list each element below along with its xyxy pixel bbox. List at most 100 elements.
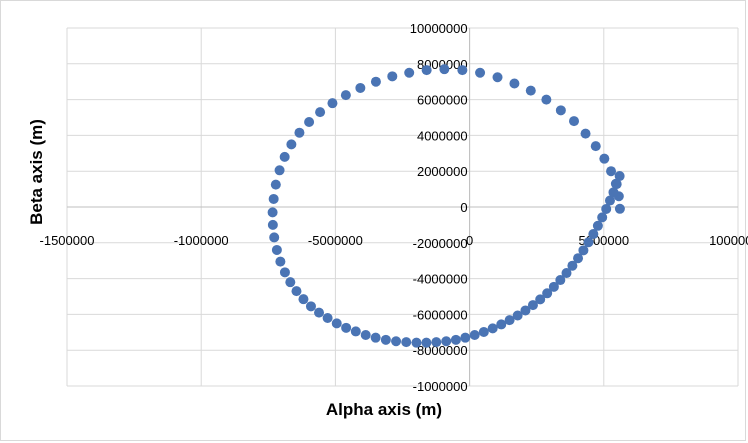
data-point xyxy=(599,153,610,164)
data-point xyxy=(340,90,351,101)
data-point xyxy=(542,288,553,299)
data-point xyxy=(411,337,422,348)
data-point xyxy=(567,260,578,271)
data-point xyxy=(492,72,503,83)
data-point xyxy=(271,244,282,255)
y-tick-label: 2000000 xyxy=(417,164,468,179)
data-point xyxy=(421,337,432,348)
data-point xyxy=(291,286,302,297)
data-point xyxy=(401,337,412,348)
data-point xyxy=(267,219,278,230)
data-point xyxy=(370,76,381,87)
y-axis-title: Beta axis (m) xyxy=(27,119,46,225)
data-point xyxy=(504,315,515,326)
data-point xyxy=(404,67,415,78)
data-point xyxy=(315,107,326,118)
data-point xyxy=(475,67,486,78)
data-point xyxy=(341,322,352,333)
data-point xyxy=(360,329,371,340)
data-point xyxy=(469,329,480,340)
data-point xyxy=(391,336,402,347)
data-point xyxy=(509,78,520,89)
y-tick-label: -1000000 xyxy=(413,379,468,394)
x-tick-label: -5000000 xyxy=(308,233,363,248)
data-point xyxy=(608,187,619,198)
data-point xyxy=(380,334,391,345)
data-point xyxy=(614,203,625,214)
data-point xyxy=(268,193,279,204)
data-point xyxy=(561,268,572,279)
data-point xyxy=(305,301,316,312)
x-tick-labels: -1500000-1000000-50000000500000010000000 xyxy=(40,233,748,248)
y-tick-label: -6000000 xyxy=(413,307,468,322)
y-tick-label: 10000000 xyxy=(410,21,468,36)
data-point xyxy=(457,65,468,76)
data-point xyxy=(606,166,617,177)
data-point xyxy=(275,256,286,267)
data-point xyxy=(588,229,599,240)
data-point xyxy=(535,294,546,305)
data-point xyxy=(527,300,538,311)
x-tick-label: -1000000 xyxy=(174,233,229,248)
data-point xyxy=(601,203,612,214)
data-point xyxy=(573,253,584,264)
axes xyxy=(67,28,738,386)
x-tick-label: -1500000 xyxy=(40,233,95,248)
data-point xyxy=(322,312,333,323)
x-tick-label: 10000000 xyxy=(709,233,748,248)
data-point xyxy=(269,232,280,243)
data-point xyxy=(541,94,552,105)
data-point xyxy=(441,336,452,347)
data-point xyxy=(279,267,290,278)
data-point xyxy=(298,294,309,305)
data-point xyxy=(496,319,507,330)
data-point xyxy=(314,307,325,318)
data-point xyxy=(548,281,559,292)
data-point xyxy=(487,323,498,334)
data-point xyxy=(355,82,366,93)
y-tick-label: -8000000 xyxy=(413,343,468,358)
data-point xyxy=(279,151,290,162)
data-point xyxy=(525,85,536,96)
y-tick-labels: -1000000 -8000000 -6000000 -4000000 -2000000… xyxy=(410,21,468,394)
data-point xyxy=(304,116,315,127)
data-point xyxy=(387,71,398,82)
y-tick-label: -2000000 xyxy=(413,236,468,251)
data-point xyxy=(614,171,625,182)
y-tick-label: 0 xyxy=(460,200,467,215)
data-point xyxy=(286,139,297,150)
y-tick-label: 4000000 xyxy=(417,128,468,143)
data-points xyxy=(267,64,625,348)
data-point xyxy=(370,332,381,343)
data-point xyxy=(460,332,471,343)
data-point xyxy=(580,128,591,139)
data-point xyxy=(512,310,523,321)
data-point xyxy=(331,318,342,329)
data-point xyxy=(274,165,285,176)
data-point xyxy=(578,245,589,256)
x-axis-title: Alpha axis (m) xyxy=(326,400,442,419)
data-point xyxy=(267,207,278,218)
data-point xyxy=(421,65,432,76)
data-point xyxy=(604,195,615,206)
data-point xyxy=(611,179,622,190)
data-point xyxy=(327,98,338,109)
data-point xyxy=(520,305,531,316)
data-point xyxy=(478,326,489,337)
data-point xyxy=(597,212,608,223)
y-tick-label: 6000000 xyxy=(417,93,468,108)
data-point xyxy=(450,334,461,345)
data-point xyxy=(439,64,450,75)
data-point xyxy=(285,277,296,288)
data-point xyxy=(569,116,580,127)
data-point xyxy=(294,127,305,138)
y-tick-label: -4000000 xyxy=(413,272,468,287)
data-point xyxy=(555,105,566,116)
x-tick-label: 0 xyxy=(466,233,473,248)
data-point xyxy=(590,141,601,152)
data-point xyxy=(555,275,566,286)
data-point xyxy=(270,179,281,190)
data-point xyxy=(583,237,594,248)
